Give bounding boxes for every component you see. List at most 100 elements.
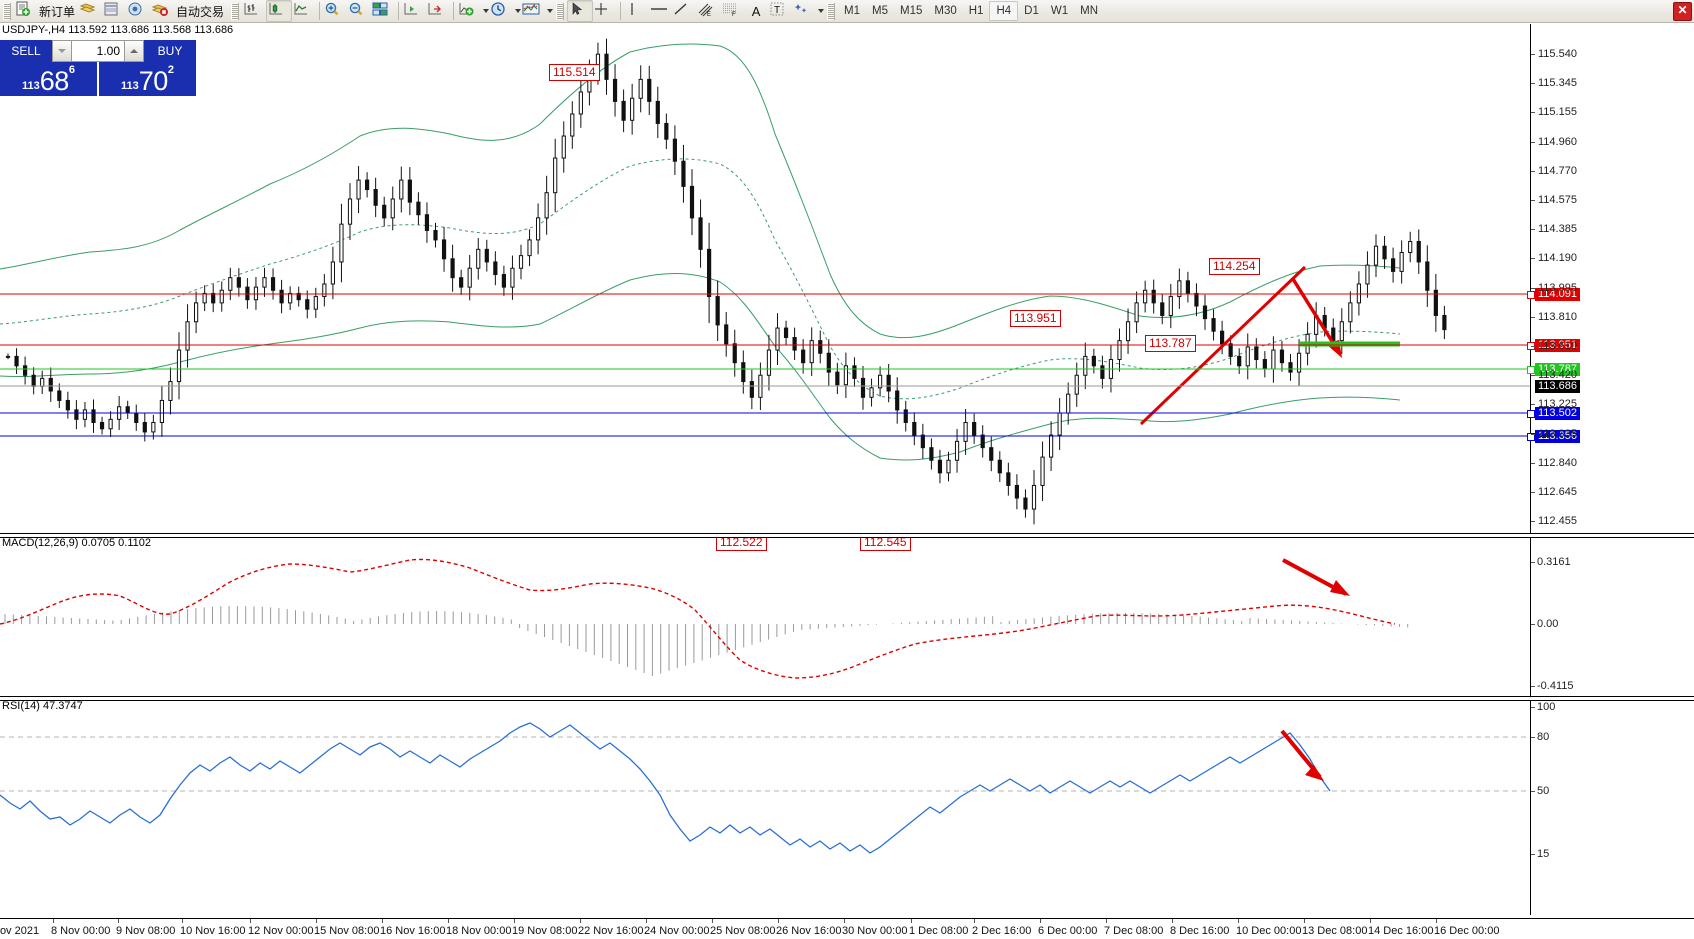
support-113356[interactable]: 113.356 xyxy=(1535,430,1580,443)
toolbar-grip-4[interactable] xyxy=(827,2,836,20)
price-tick-label: 114.190 xyxy=(1538,252,1577,265)
toolbar-grip[interactable] xyxy=(3,2,11,20)
time-axis-label: 6 Dec 00:00 xyxy=(1038,925,1098,937)
timeframe-d1[interactable]: D1 xyxy=(1024,5,1039,17)
objects-dropdown-arrow[interactable] xyxy=(818,9,825,13)
timeframe-m30[interactable]: M30 xyxy=(934,5,957,17)
text-button[interactable]: A xyxy=(751,3,761,19)
clock-icon xyxy=(491,2,505,16)
time-axis-tick xyxy=(1040,919,1041,923)
level-handle-113.787[interactable] xyxy=(1527,366,1535,374)
timeframe-w1[interactable]: W1 xyxy=(1050,5,1069,17)
rsi-tick-label: 100 xyxy=(1537,701,1556,713)
candlestick-chart-button[interactable] xyxy=(266,0,293,22)
fibonacci-button[interactable]: F xyxy=(720,1,744,21)
tag-113787[interactable]: 113.787 xyxy=(1145,335,1196,352)
price-tick xyxy=(1531,521,1535,523)
rsi-tick xyxy=(1531,737,1535,738)
buy-button[interactable]: BUY xyxy=(144,40,196,62)
time-axis-label: 16 Nov 16:00 xyxy=(380,925,446,937)
time-axis-tick xyxy=(911,919,912,923)
one-click-trading-panel[interactable]: SELL 1.00 BUY 113 68 6 113 70 2 xyxy=(0,40,196,96)
zoom-out-button[interactable] xyxy=(347,1,371,21)
horizontal-line-button[interactable] xyxy=(648,1,672,21)
svg-text:E: E xyxy=(707,12,711,18)
level-handle-113.502[interactable] xyxy=(1527,410,1535,418)
price-tick-label: 113.810 xyxy=(1538,310,1577,323)
timeframe-mn[interactable]: MN xyxy=(1080,5,1098,17)
volume-increase-button[interactable] xyxy=(124,40,144,62)
period-dropdown-arrow[interactable] xyxy=(515,9,522,13)
time-axis-label: 24 Nov 00:00 xyxy=(644,925,710,937)
last-price-113686[interactable]: 113.686 xyxy=(1535,380,1580,393)
equidistant-channel-button[interactable]: E xyxy=(696,1,720,21)
autotrading-button[interactable] xyxy=(151,1,175,21)
toolbar-grip-3[interactable] xyxy=(556,2,565,20)
pane-separator-macd[interactable] xyxy=(0,533,1694,538)
tag-115514[interactable]: 115.514 xyxy=(549,64,600,81)
templates-dropdown-arrow[interactable] xyxy=(547,9,554,13)
toolbar-grip-2[interactable] xyxy=(231,2,240,20)
data-window-button[interactable] xyxy=(103,1,127,21)
timeframe-h4[interactable]: H4 xyxy=(989,1,1019,21)
line-chart-button[interactable] xyxy=(292,1,316,21)
volume-decrease-button[interactable] xyxy=(52,40,72,62)
price-tick xyxy=(1531,200,1535,201)
time-axis[interactable]: Nov 2021 8 Nov 00:00 9 Nov 08:00 10 Nov 16:… xyxy=(0,918,1694,939)
resistance-113951[interactable]: 113.951 xyxy=(1535,339,1580,352)
tag-113951[interactable]: 113.951 xyxy=(1010,310,1061,327)
autotrading-label[interactable]: 自动交易 xyxy=(176,4,225,19)
ask-price[interactable]: 113 70 2 xyxy=(97,62,196,96)
level-handle-113.356[interactable] xyxy=(1527,433,1535,441)
price-pane-graphics xyxy=(0,38,1447,525)
chart-container[interactable]: 114.091 113.951 113.787 113.686 113.502 113.3… xyxy=(0,24,1694,939)
support-113502[interactable]: 113.502 xyxy=(1535,407,1580,420)
volume-input[interactable]: 1.00 xyxy=(72,40,124,62)
timeframe-m5[interactable]: M5 xyxy=(872,5,888,17)
tag-112522[interactable]: 112.522 xyxy=(716,534,767,551)
time-axis-label: 1 Dec 08:00 xyxy=(909,925,969,937)
indicators-button[interactable] xyxy=(457,1,481,21)
new-order-button[interactable] xyxy=(14,1,38,21)
expert-advisors-button[interactable] xyxy=(79,1,103,21)
macd-tick xyxy=(1531,624,1535,625)
sell-button[interactable]: SELL xyxy=(0,40,52,62)
timeframe-m15[interactable]: M15 xyxy=(900,5,923,17)
tile-windows-button[interactable] xyxy=(371,1,395,21)
support-113787[interactable]: 113.787 xyxy=(1535,363,1580,376)
crosshair-button[interactable] xyxy=(593,1,617,21)
text-label-button[interactable]: T xyxy=(768,1,792,21)
time-axis-tick xyxy=(646,919,647,923)
zoom-in-button[interactable] xyxy=(323,1,347,21)
new-order-label[interactable]: 新订单 xyxy=(39,4,76,19)
indicators-dropdown-arrow[interactable] xyxy=(483,9,490,13)
level-handle-114.091[interactable] xyxy=(1527,291,1535,299)
trendline-button[interactable] xyxy=(672,1,696,21)
time-axis-tick xyxy=(1304,919,1305,923)
price-tick xyxy=(1531,492,1535,493)
period-button[interactable] xyxy=(489,1,513,21)
vertical-line-button[interactable] xyxy=(624,1,648,21)
time-axis-tick xyxy=(118,919,119,923)
tag-112545[interactable]: 112.545 xyxy=(860,534,911,551)
bid-price[interactable]: 113 68 6 xyxy=(0,62,97,96)
chart-shift-button[interactable] xyxy=(426,1,450,21)
timeframe-h1[interactable]: H1 xyxy=(968,5,984,17)
cursor-button[interactable] xyxy=(567,0,594,22)
pane-separator-rsi[interactable] xyxy=(0,696,1694,701)
auto-scroll-button[interactable] xyxy=(402,1,426,21)
close-icon[interactable]: ✕ xyxy=(1673,2,1692,21)
tag-114254[interactable]: 114.254 xyxy=(1209,258,1260,275)
price-tick xyxy=(1531,462,1535,464)
templates-button[interactable] xyxy=(521,1,545,21)
ask-fraction: 2 xyxy=(167,64,174,76)
rsi-tick-label: 50 xyxy=(1537,785,1550,797)
svg-text:F: F xyxy=(732,12,736,18)
timeframe-m1[interactable]: M1 xyxy=(844,5,861,17)
toolbar-separator-3 xyxy=(453,2,455,20)
objects-button[interactable] xyxy=(792,1,816,21)
navigator-button[interactable] xyxy=(127,1,151,21)
resistance-114091[interactable]: 114.091 xyxy=(1535,288,1580,301)
bar-chart-button[interactable] xyxy=(242,1,266,21)
chevron-down-icon xyxy=(58,49,66,53)
